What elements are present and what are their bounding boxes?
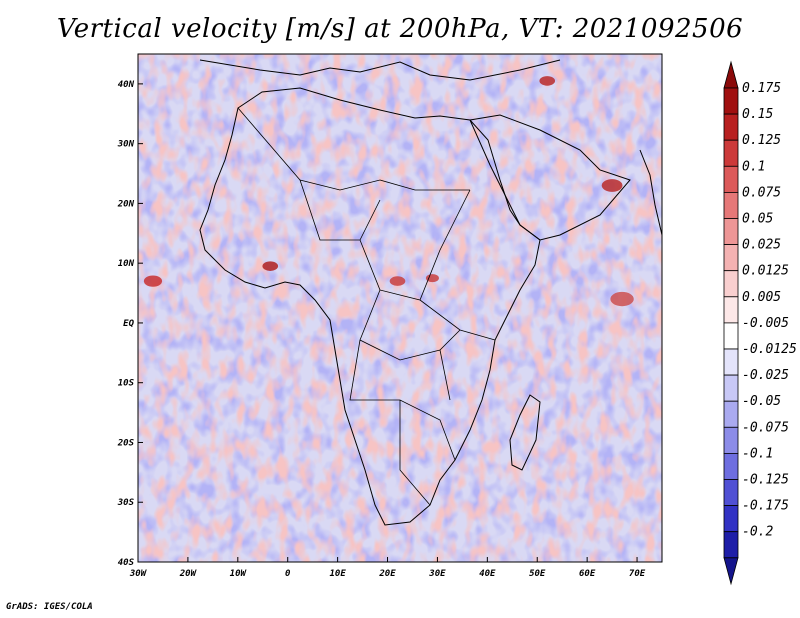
colorbar-segment (723, 479, 739, 507)
colorbar-label: 0.125 (742, 133, 781, 148)
colorbar-label: -0.025 (742, 368, 789, 383)
colorbar-segment (723, 322, 739, 350)
velocity-field (138, 54, 662, 562)
colorbar-label: -0.075 (742, 420, 789, 435)
y-tick-label: 10N (118, 259, 135, 269)
colorbar-label: 0.1 (742, 159, 765, 174)
x-tick-label: 70E (629, 569, 646, 579)
arabia-coastline (469, 114, 631, 241)
y-axis: 40N 30N 20N 10N EQ 10S 20S 30S 40S (117, 80, 143, 568)
x-tick-label: 10W (230, 569, 248, 579)
colorbar-label: 0.05 (742, 212, 773, 227)
colorbar-label: -0.2 (742, 525, 773, 540)
colorbar-label: -0.125 (742, 473, 789, 488)
colorbar: 0.175 0.15 0.125 0.1 0.075 0.05 0.025 0.0125 0.0… (723, 60, 797, 586)
y-tick-label: 20N (117, 199, 135, 209)
y-tick-label: 40S (118, 558, 135, 568)
colorbar-label: -0.05 (742, 394, 781, 409)
colorbar-label: -0.175 (742, 499, 789, 514)
colorbar-segment (723, 244, 739, 272)
colorbar-label: 0.175 (742, 81, 781, 96)
colorbar-segment (723, 374, 739, 402)
colorbar-segment (723, 348, 739, 376)
colorbar-segment (723, 165, 739, 193)
colorbar-segment (723, 505, 739, 533)
colorbar-segment (723, 218, 739, 246)
y-tick-label: 30N (117, 140, 135, 150)
colorbar-segment (723, 139, 739, 167)
colorbar-segment (723, 270, 739, 298)
europe-coastline (199, 59, 561, 81)
x-tick-label: 60E (579, 569, 596, 579)
y-tick-label: EQ (123, 319, 134, 329)
hotspot (539, 76, 556, 86)
colorbar-label: 0.005 (742, 290, 781, 305)
colorbar-segment (723, 191, 739, 219)
x-tick-label: 20W (179, 569, 198, 579)
colorbar-label: -0.0125 (742, 342, 797, 357)
hotspot (610, 291, 634, 307)
plot-frame (137, 53, 663, 563)
x-tick-label: 30E (428, 569, 446, 579)
hotspot (262, 261, 279, 271)
y-tick-label: 30S (117, 498, 135, 508)
colorbar-label: -0.005 (742, 316, 789, 331)
colorbar-label: 0.025 (742, 238, 781, 253)
india-coastline (639, 149, 662, 236)
madagascar-coastline (509, 394, 541, 471)
colorbar-label: 0.075 (742, 185, 781, 200)
hotspot (389, 276, 406, 286)
x-tick-label: 50E (529, 569, 546, 579)
colorbar-segment (723, 113, 739, 141)
x-tick-label: 30W (129, 569, 148, 579)
x-tick-label: 0 (285, 569, 291, 579)
colorbar-label: 0.15 (742, 107, 773, 122)
x-tick-label: 10E (329, 569, 346, 579)
borders (237, 107, 496, 506)
hotspot (143, 275, 163, 287)
x-tick-label: 40E (479, 569, 496, 579)
map-title: Vertical velocity [m/s] at 200hPa, VT: 2… (56, 14, 744, 44)
y-tick-label: 40N (118, 80, 135, 90)
colorbar-segment (723, 531, 739, 559)
x-axis: 30W 20W 10W 0 10E 20E 30E 40E 50E 60E 70E (129, 557, 646, 579)
hotspot (601, 179, 623, 192)
x-tick-label: 20E (378, 569, 396, 579)
colorbar-segment (723, 296, 739, 324)
colorbar-bottom-arrow (723, 557, 739, 586)
colorbar-segment (723, 87, 739, 115)
colorbar-segment (723, 426, 739, 454)
field-hotspots (143, 76, 634, 307)
y-tick-label: 10S (118, 379, 135, 389)
y-tick-label: 20S (117, 438, 135, 448)
footer-credit: GrADS: IGES/COLA (6, 602, 93, 612)
colorbar-top-arrow (723, 60, 739, 89)
colorbar-label: -0.1 (742, 446, 773, 461)
coastlines (199, 59, 662, 526)
colorbar-segment (723, 452, 739, 480)
colorbar-label: 0.0125 (742, 264, 789, 279)
colorbar-segment (723, 400, 739, 428)
